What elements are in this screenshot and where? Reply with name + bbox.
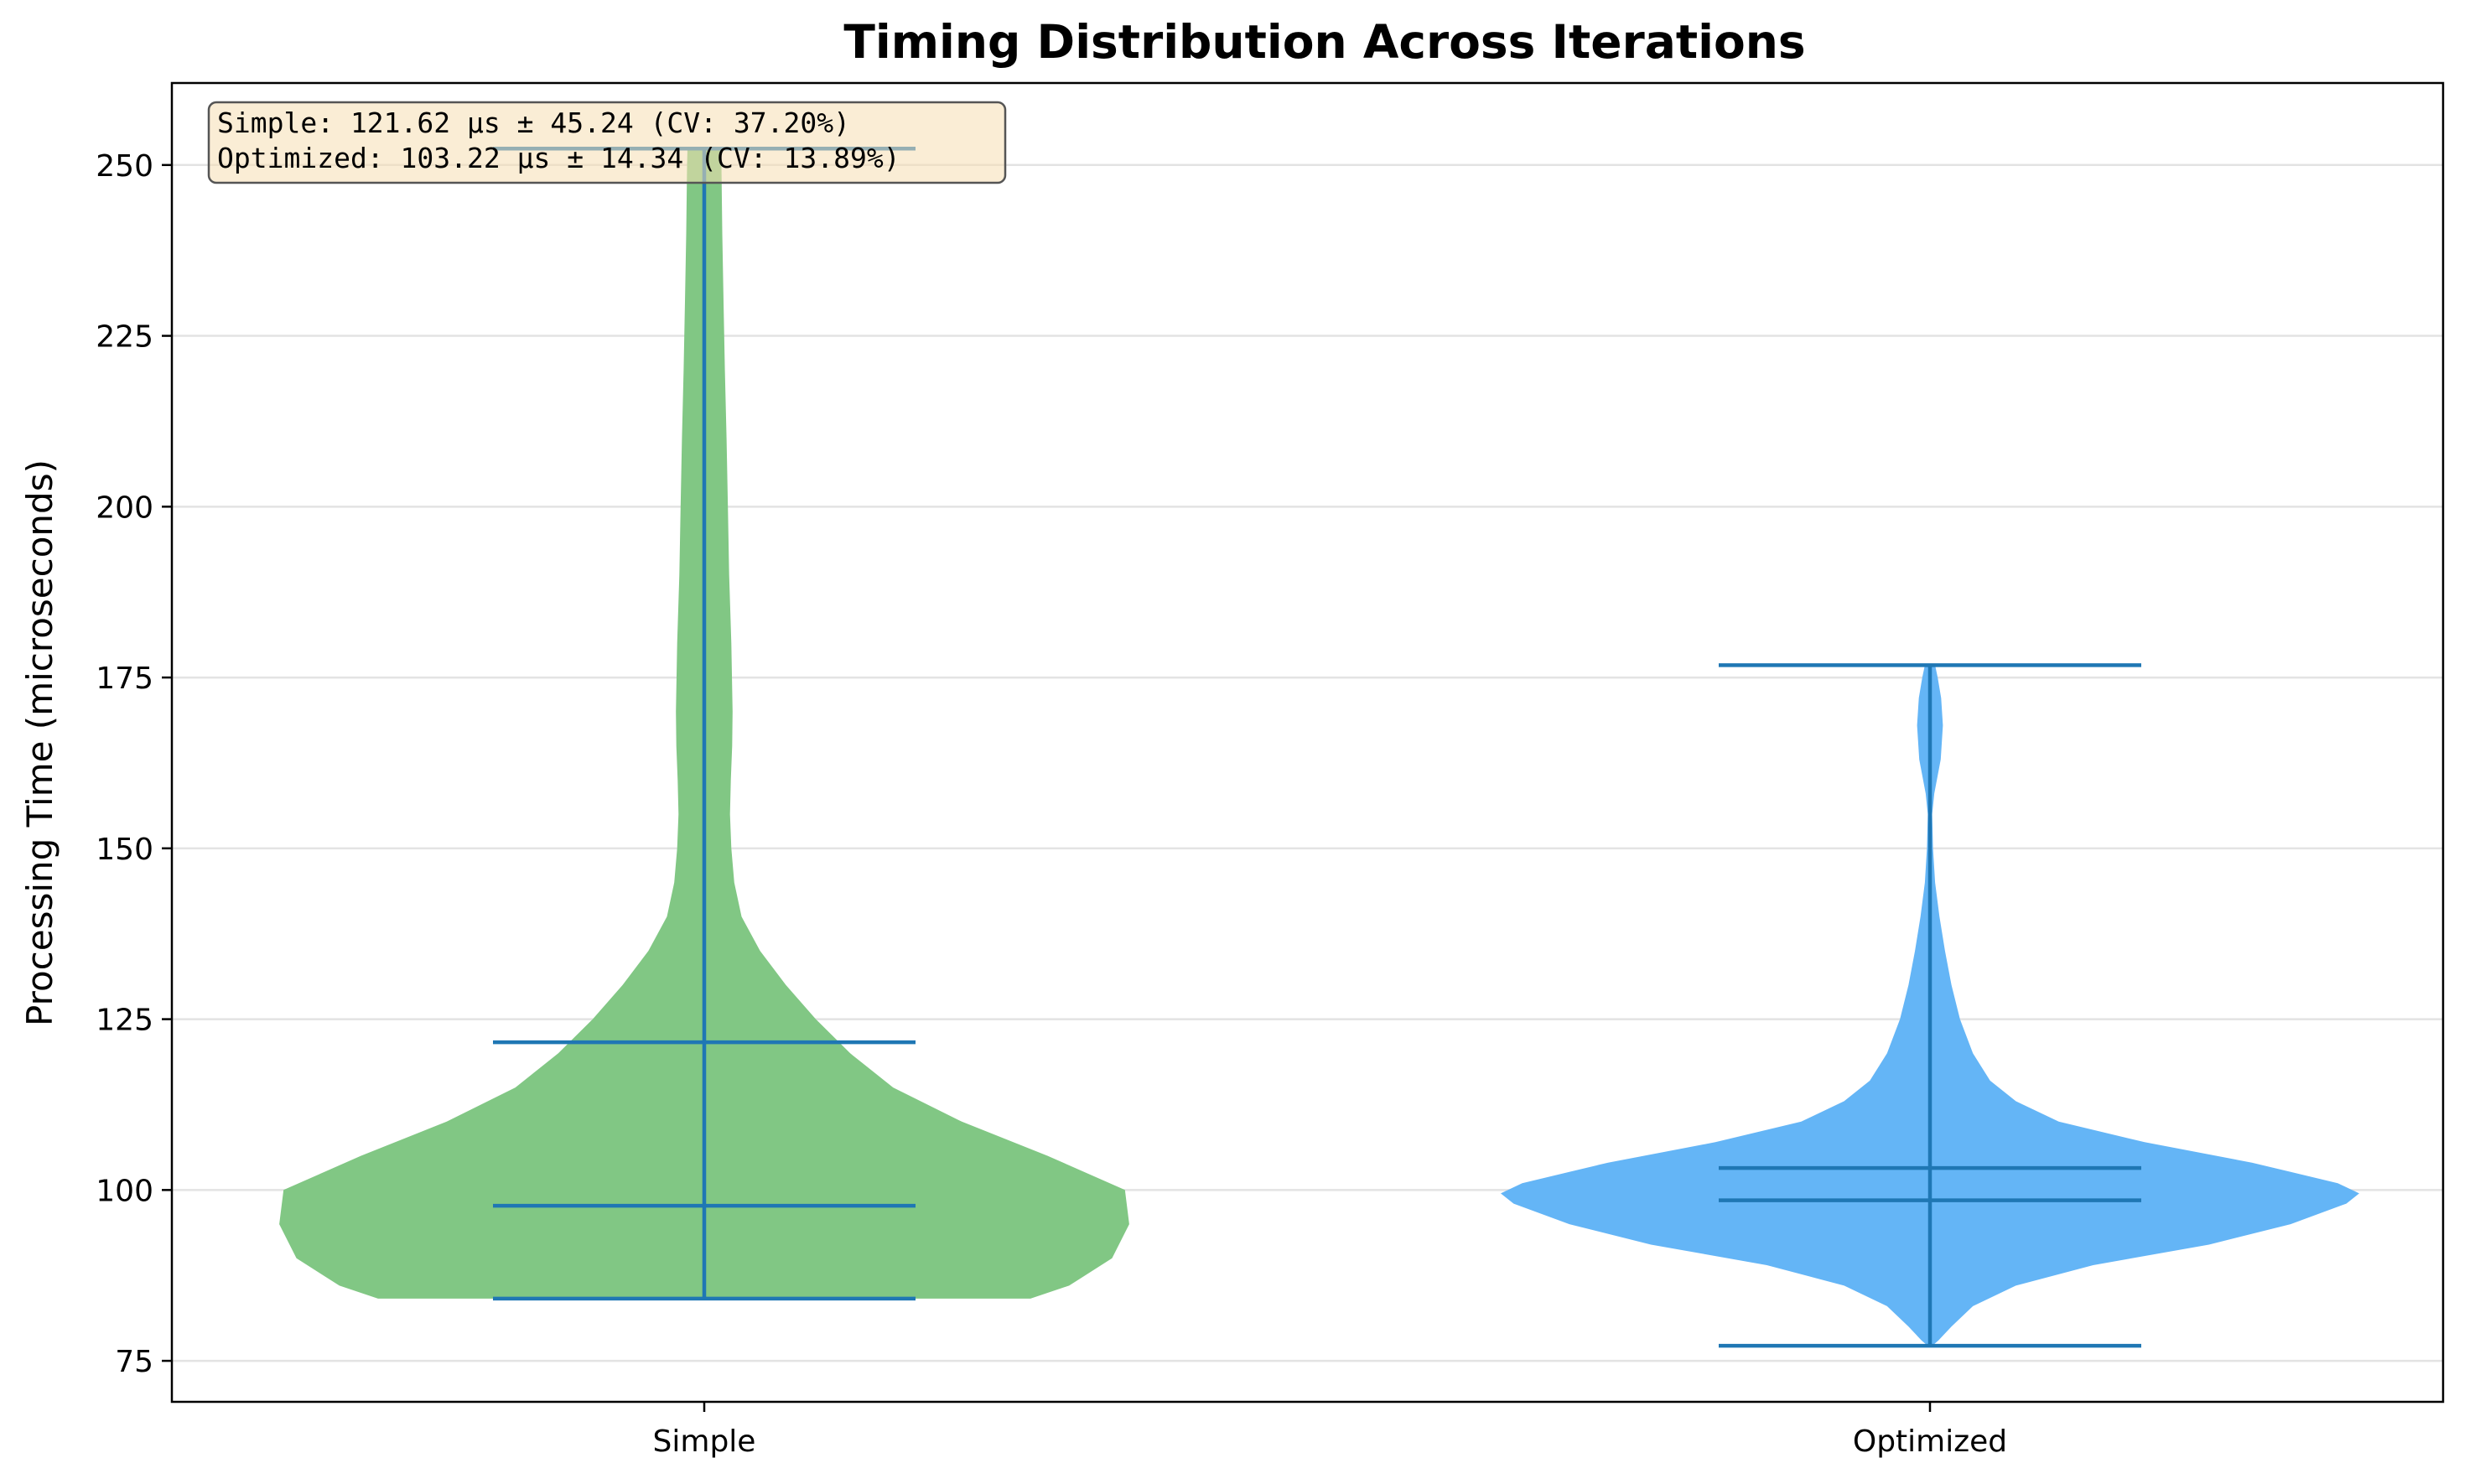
x-tick-label-optimized: Optimized bbox=[1853, 1424, 2007, 1459]
y-tick-label-250: 250 bbox=[96, 149, 153, 184]
y-tick-label-150: 150 bbox=[96, 833, 153, 867]
stats-box: Simple: 121.62 µs ± 45.24 (CV: 37.20%) O… bbox=[207, 101, 1007, 184]
chart-title: Timing Distribution Across Iterations bbox=[843, 15, 1806, 69]
violin-stat-lines bbox=[493, 146, 2141, 1348]
y-tick-label-75: 75 bbox=[115, 1345, 153, 1379]
x-tick-label-simple: Simple bbox=[653, 1424, 756, 1459]
y-tick-label-225: 225 bbox=[96, 320, 153, 355]
stats-line-simple: Simple: 121.62 µs ± 45.24 (CV: 37.20%) bbox=[217, 106, 850, 139]
y-tick-label-100: 100 bbox=[96, 1174, 153, 1208]
stats-line-optimized: Optimized: 103.22 µs ± 14.34 (CV: 13.89%… bbox=[217, 142, 900, 174]
stats-box-background bbox=[207, 101, 1007, 184]
y-tick-label-125: 125 bbox=[96, 1004, 153, 1038]
x-axis-ticks: Simple Optimized bbox=[653, 1402, 2007, 1459]
y-tick-label-175: 175 bbox=[96, 662, 153, 696]
y-tick-label-200: 200 bbox=[96, 490, 153, 525]
y-axis-ticks: 75 100 125 150 175 200 225 250 bbox=[96, 149, 172, 1379]
plot-frame bbox=[170, 81, 2445, 1404]
y-axis-label: Processing Time (microseconds) bbox=[19, 459, 60, 1026]
